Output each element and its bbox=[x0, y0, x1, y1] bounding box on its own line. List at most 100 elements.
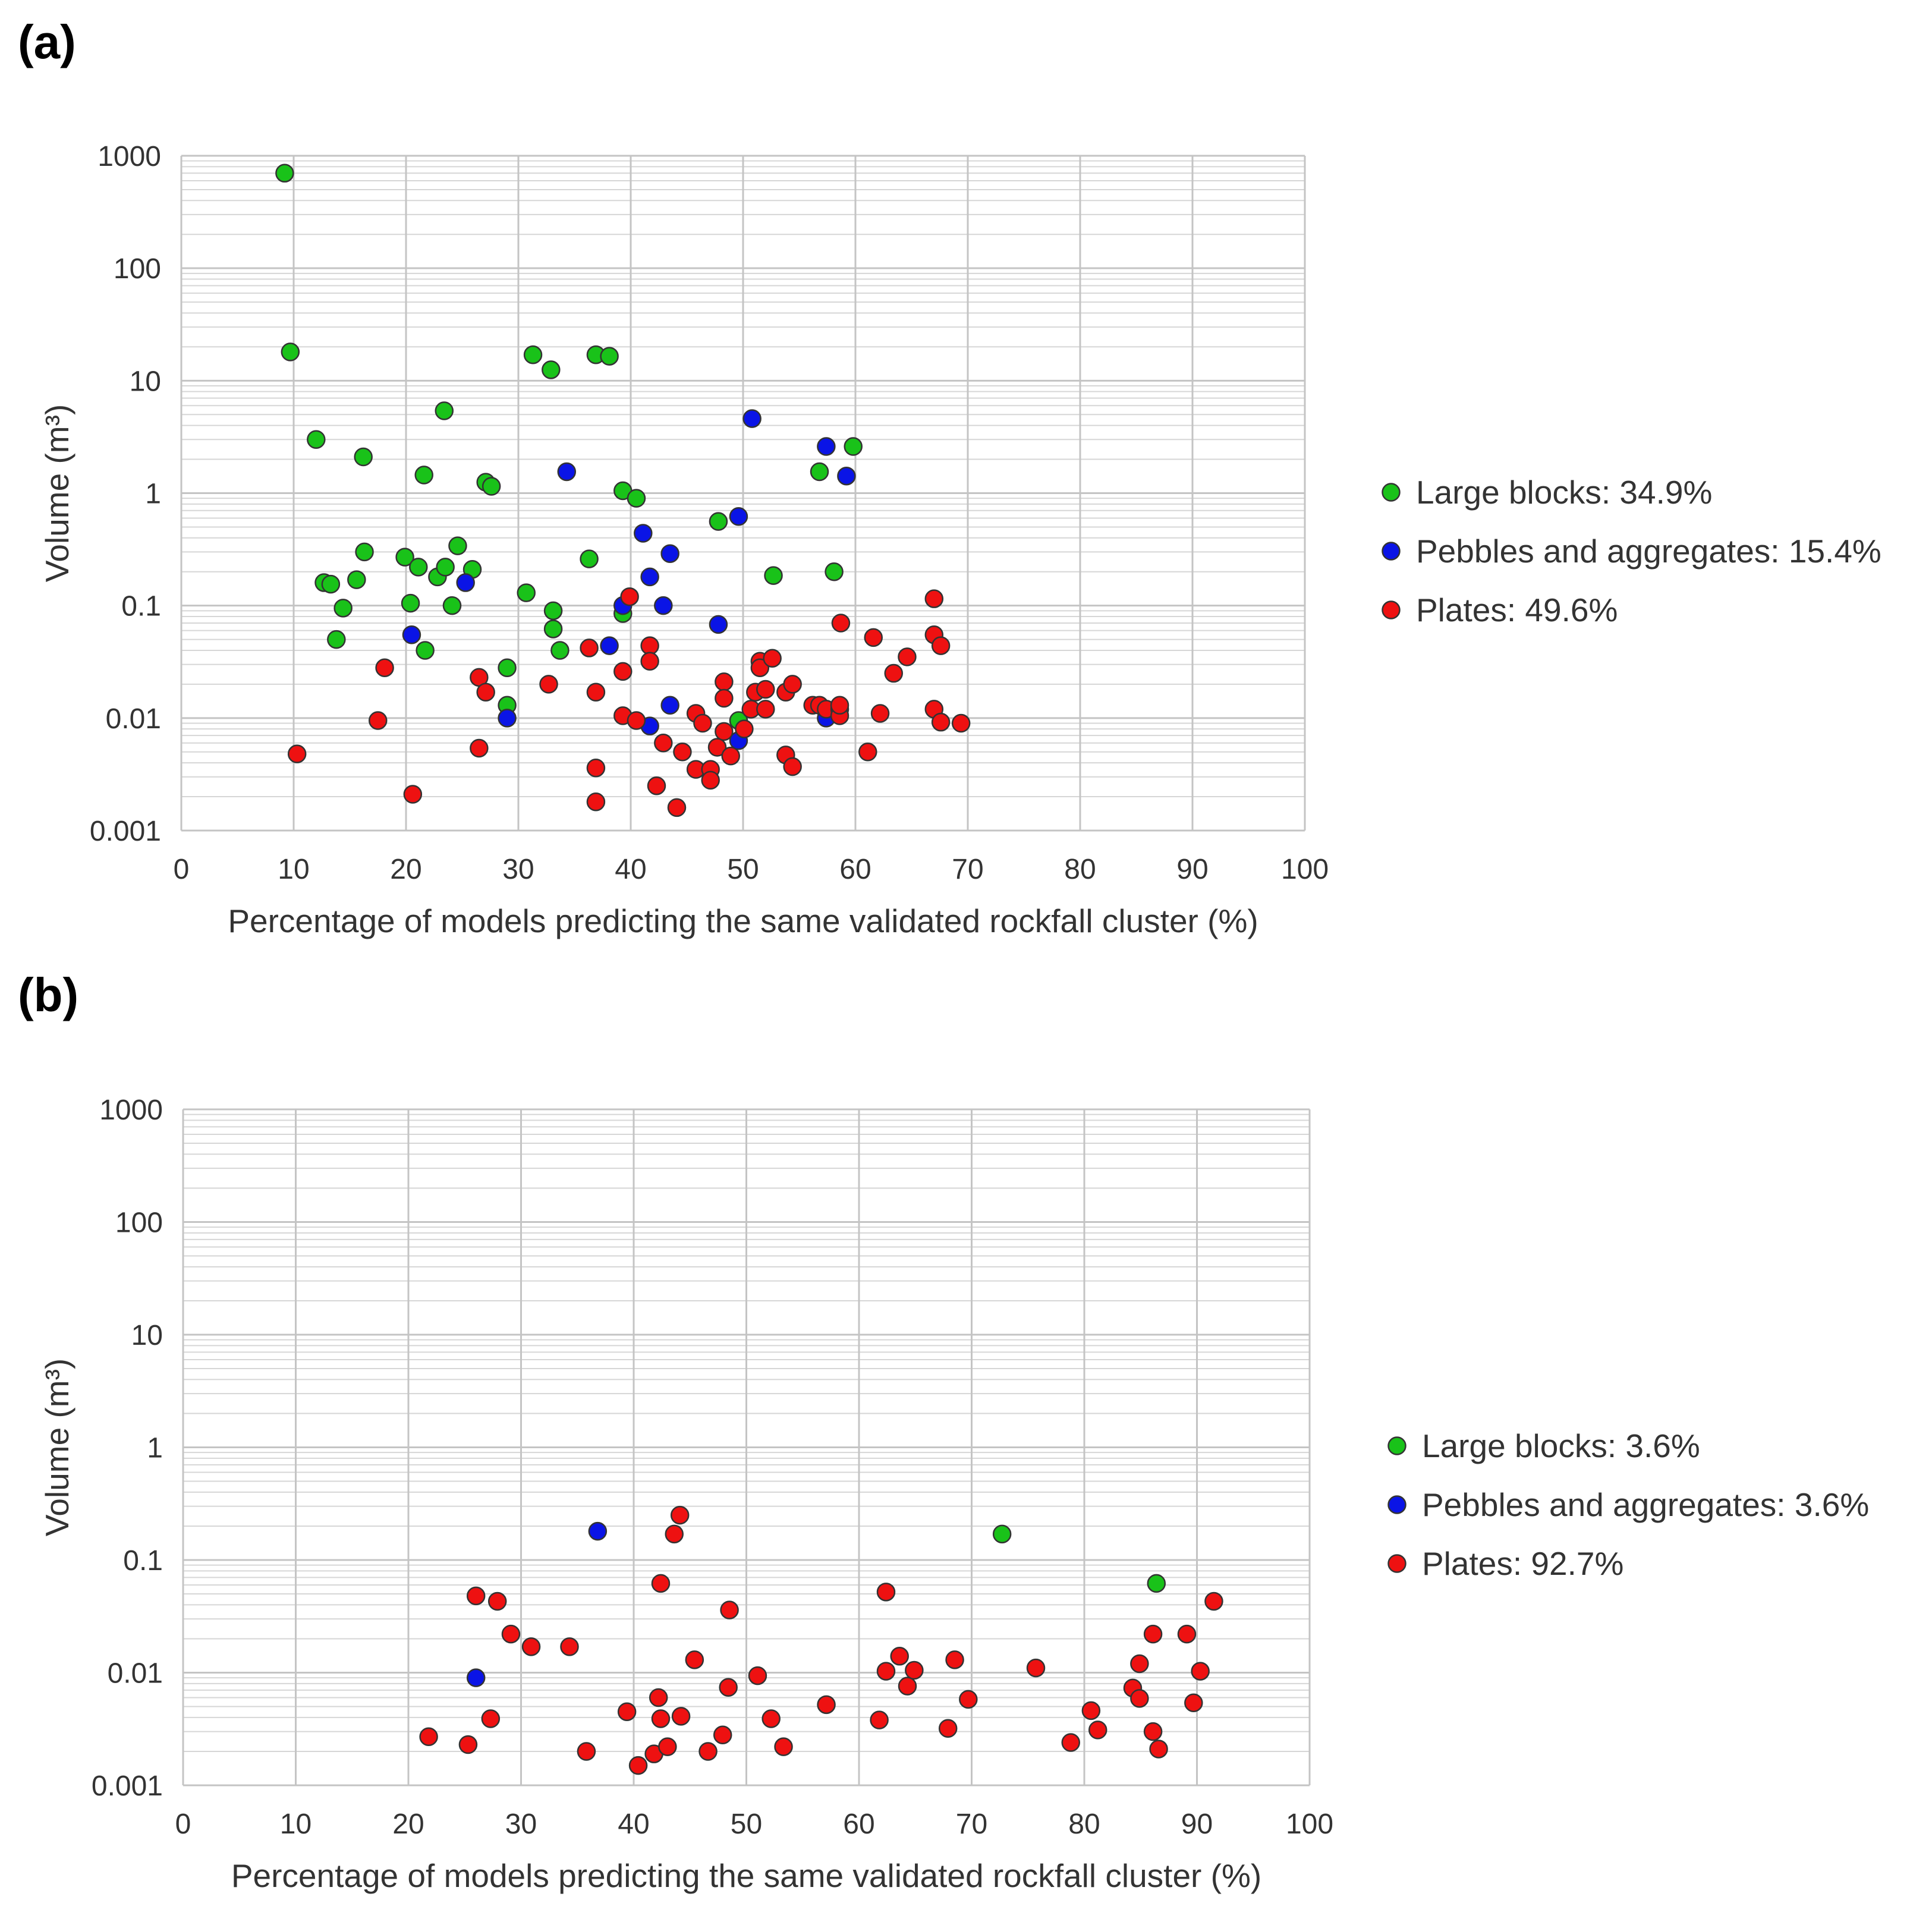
data-point-plates bbox=[577, 1742, 596, 1761]
data-point-plates bbox=[1204, 1592, 1223, 1611]
x-tick-label: 50 bbox=[727, 854, 759, 885]
data-point-large-blocks bbox=[281, 342, 300, 361]
data-point-plates bbox=[715, 688, 734, 708]
y-tick-label: 10 bbox=[130, 366, 161, 397]
data-point-pebbles bbox=[729, 507, 748, 526]
data-point-large-blocks bbox=[542, 360, 561, 379]
data-point-plates bbox=[864, 628, 883, 647]
data-point-pebbles bbox=[498, 709, 517, 728]
x-tick-label: 20 bbox=[390, 854, 421, 885]
y-tick-label: 1 bbox=[145, 479, 161, 510]
data-point-large-blocks bbox=[1147, 1574, 1166, 1593]
data-point-plates bbox=[673, 743, 692, 762]
data-point-plates bbox=[628, 1756, 648, 1775]
data-point-plates bbox=[720, 1600, 739, 1619]
data-point-large-blocks bbox=[435, 401, 454, 420]
x-tick-label: 0 bbox=[175, 1809, 191, 1840]
data-point-plates bbox=[762, 1709, 781, 1728]
data-point-plates bbox=[375, 658, 394, 677]
data-point-plates bbox=[715, 672, 734, 691]
data-points bbox=[419, 1505, 1223, 1775]
data-point-plates bbox=[1177, 1624, 1197, 1644]
data-point-plates bbox=[924, 589, 944, 608]
x-tick-label: 70 bbox=[952, 854, 983, 885]
data-point-pebbles bbox=[588, 1521, 608, 1541]
data-point-plates bbox=[756, 680, 775, 699]
data-point-plates bbox=[651, 1574, 671, 1593]
y-tick-label: 100 bbox=[114, 253, 161, 285]
x-tick-label: 70 bbox=[956, 1809, 987, 1840]
scatter-chart-a: 0.001 0.01 0.1 1 10 100 1000 0 10 20 30 40 50 60 70 80… bbox=[39, 141, 1881, 939]
data-point-plates bbox=[945, 1650, 964, 1669]
data-point-plates bbox=[817, 1695, 836, 1715]
x-tick-label: 50 bbox=[731, 1809, 762, 1840]
data-point-large-blocks bbox=[355, 542, 374, 562]
data-point-plates bbox=[1061, 1733, 1081, 1752]
data-point-large-blocks bbox=[275, 163, 294, 183]
data-point-plates bbox=[466, 1586, 486, 1606]
x-axis-label: Percentage of models predicting the same… bbox=[228, 902, 1258, 939]
legend-marker bbox=[1387, 1495, 1406, 1514]
data-point-plates bbox=[1184, 1693, 1203, 1712]
x-tick-label: 100 bbox=[1286, 1809, 1333, 1840]
data-point-plates bbox=[685, 1650, 704, 1669]
data-point-large-blocks bbox=[498, 658, 517, 677]
data-point-large-blocks bbox=[448, 536, 467, 555]
data-point-plates bbox=[830, 696, 849, 715]
data-point-large-blocks bbox=[627, 489, 646, 508]
y-tick-label: 0.01 bbox=[108, 1658, 163, 1690]
x-tick-label: 20 bbox=[392, 1809, 424, 1840]
data-point-large-blocks bbox=[764, 566, 783, 585]
data-point-pebbles bbox=[709, 615, 728, 634]
panel-label-b: (b) bbox=[18, 968, 79, 1021]
legend-marker bbox=[1387, 1436, 1406, 1455]
y-tick-label: 100 bbox=[115, 1207, 163, 1239]
data-point-plates bbox=[870, 1710, 889, 1729]
data-point-pebbles bbox=[402, 625, 421, 644]
data-point-plates bbox=[470, 738, 489, 758]
data-point-large-blocks bbox=[844, 437, 863, 456]
y-tick-label: 0.001 bbox=[90, 816, 161, 847]
data-point-plates bbox=[521, 1637, 541, 1656]
data-point-plates bbox=[586, 759, 606, 778]
data-point-large-blocks bbox=[333, 599, 353, 618]
data-point-plates bbox=[369, 711, 388, 730]
data-point-pebbles bbox=[640, 567, 659, 587]
data-point-large-blocks bbox=[436, 558, 455, 577]
y-axis-label: Volume (m³) bbox=[39, 404, 75, 583]
x-tick-label: 80 bbox=[1068, 1809, 1100, 1840]
data-point-plates bbox=[1130, 1654, 1149, 1674]
data-point-large-blocks bbox=[401, 593, 420, 613]
legend-label: Pebbles and aggregates: 3.6% bbox=[1422, 1486, 1869, 1523]
data-point-plates bbox=[721, 746, 740, 766]
data-point-large-blocks bbox=[600, 347, 619, 366]
data-point-plates bbox=[774, 1737, 793, 1756]
legend-marker bbox=[1382, 542, 1401, 561]
data-point-pebbles bbox=[660, 696, 679, 715]
x-tick-label: 10 bbox=[280, 1809, 311, 1840]
data-point-pebbles bbox=[557, 462, 577, 482]
data-point-plates bbox=[670, 1505, 690, 1525]
y-tick-label: 0.001 bbox=[92, 1770, 163, 1802]
data-point-plates bbox=[870, 704, 890, 723]
data-point-large-blocks bbox=[347, 570, 366, 589]
data-point-plates bbox=[651, 1709, 671, 1728]
panel-label-a: (a) bbox=[18, 15, 76, 68]
data-point-large-blocks bbox=[321, 574, 341, 594]
y-tick-label: 0.1 bbox=[123, 1545, 163, 1577]
data-point-plates bbox=[748, 1666, 767, 1685]
data-point-large-blocks bbox=[354, 447, 373, 467]
data-point-large-blocks bbox=[523, 345, 543, 364]
data-point-plates bbox=[487, 1592, 507, 1611]
data-point-large-blocks bbox=[414, 466, 433, 485]
data-point-plates bbox=[858, 743, 877, 762]
data-point-plates bbox=[481, 1709, 501, 1728]
data-point-plates bbox=[931, 712, 951, 732]
data-point-plates bbox=[640, 636, 659, 655]
data-point-pebbles bbox=[660, 544, 679, 563]
data-point-plates bbox=[890, 1647, 909, 1666]
x-tick-label: 30 bbox=[502, 854, 534, 885]
data-point-plates bbox=[876, 1583, 896, 1602]
data-point-plates bbox=[539, 675, 558, 694]
data-point-plates bbox=[617, 1702, 637, 1721]
